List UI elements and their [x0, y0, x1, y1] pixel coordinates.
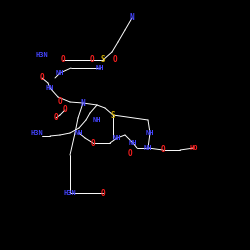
- Text: N: N: [81, 98, 85, 108]
- Text: O: O: [161, 146, 165, 154]
- Text: NH: NH: [96, 65, 104, 71]
- Text: H3N: H3N: [30, 130, 44, 136]
- Text: HO: HO: [190, 145, 198, 151]
- Text: H3N: H3N: [36, 52, 48, 58]
- Text: S: S: [101, 56, 105, 64]
- Text: O: O: [91, 138, 95, 147]
- Text: NH: NH: [129, 140, 137, 146]
- Text: NH: NH: [146, 130, 154, 136]
- Text: O: O: [101, 188, 105, 198]
- Text: HN: HN: [46, 85, 54, 91]
- Text: O: O: [58, 98, 62, 106]
- Text: O: O: [61, 56, 65, 64]
- Text: O: O: [40, 74, 44, 82]
- Text: O: O: [128, 148, 132, 158]
- Text: NH: NH: [144, 145, 152, 151]
- Text: O: O: [90, 56, 94, 64]
- Text: NH: NH: [56, 70, 64, 76]
- Text: O: O: [113, 56, 117, 64]
- Text: NH: NH: [113, 135, 121, 141]
- Text: NH: NH: [75, 130, 83, 136]
- Text: NH: NH: [93, 117, 101, 123]
- Text: N: N: [130, 14, 134, 22]
- Text: S: S: [111, 110, 115, 120]
- Text: O: O: [63, 106, 67, 114]
- Text: O: O: [54, 114, 58, 122]
- Text: H3N: H3N: [64, 190, 76, 196]
